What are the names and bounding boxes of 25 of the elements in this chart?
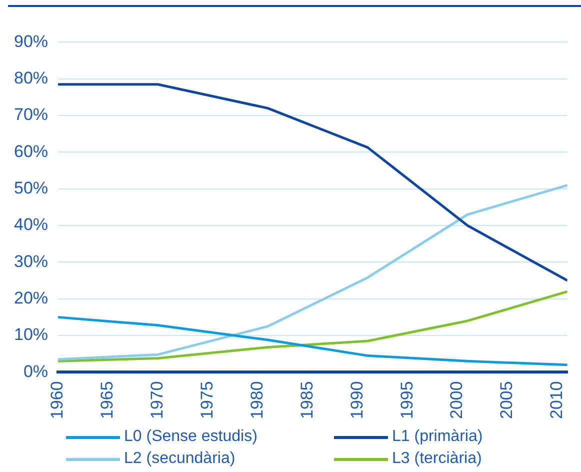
legend-label: L1 (primària) <box>392 428 483 446</box>
x-tick-label: 2005 <box>497 381 516 420</box>
x-tick-label: 1965 <box>98 381 117 420</box>
legend-label: L2 (secundària) <box>124 450 236 468</box>
y-tick-label: 90% <box>14 32 48 51</box>
x-tick-label: 1970 <box>148 381 167 420</box>
x-tick-label: 1990 <box>347 381 366 420</box>
x-tick-label: 1960 <box>48 381 67 420</box>
y-tick-label: 80% <box>14 68 48 88</box>
x-tick-label: 2000 <box>447 381 466 420</box>
y-tick-label: 40% <box>14 215 48 234</box>
x-tick-label: 1980 <box>247 381 266 420</box>
y-tick-label: 10% <box>14 325 48 344</box>
x-tick-label: 1975 <box>198 381 217 420</box>
x-tick-label: 1995 <box>397 381 416 420</box>
x-tick-label: 2010 <box>547 381 566 420</box>
y-tick-label: 60% <box>14 142 48 161</box>
y-tick-label: 0% <box>23 362 48 381</box>
legend-label: L3 (terciària) <box>392 450 482 468</box>
x-tick-label: 1985 <box>297 381 316 420</box>
y-tick-label: 70% <box>14 105 48 124</box>
legend-label: L0 (Sense estudis) <box>124 428 258 446</box>
y-tick-label: 50% <box>14 178 48 198</box>
y-tick-label: 20% <box>14 288 48 308</box>
y-tick-label: 30% <box>14 252 48 271</box>
